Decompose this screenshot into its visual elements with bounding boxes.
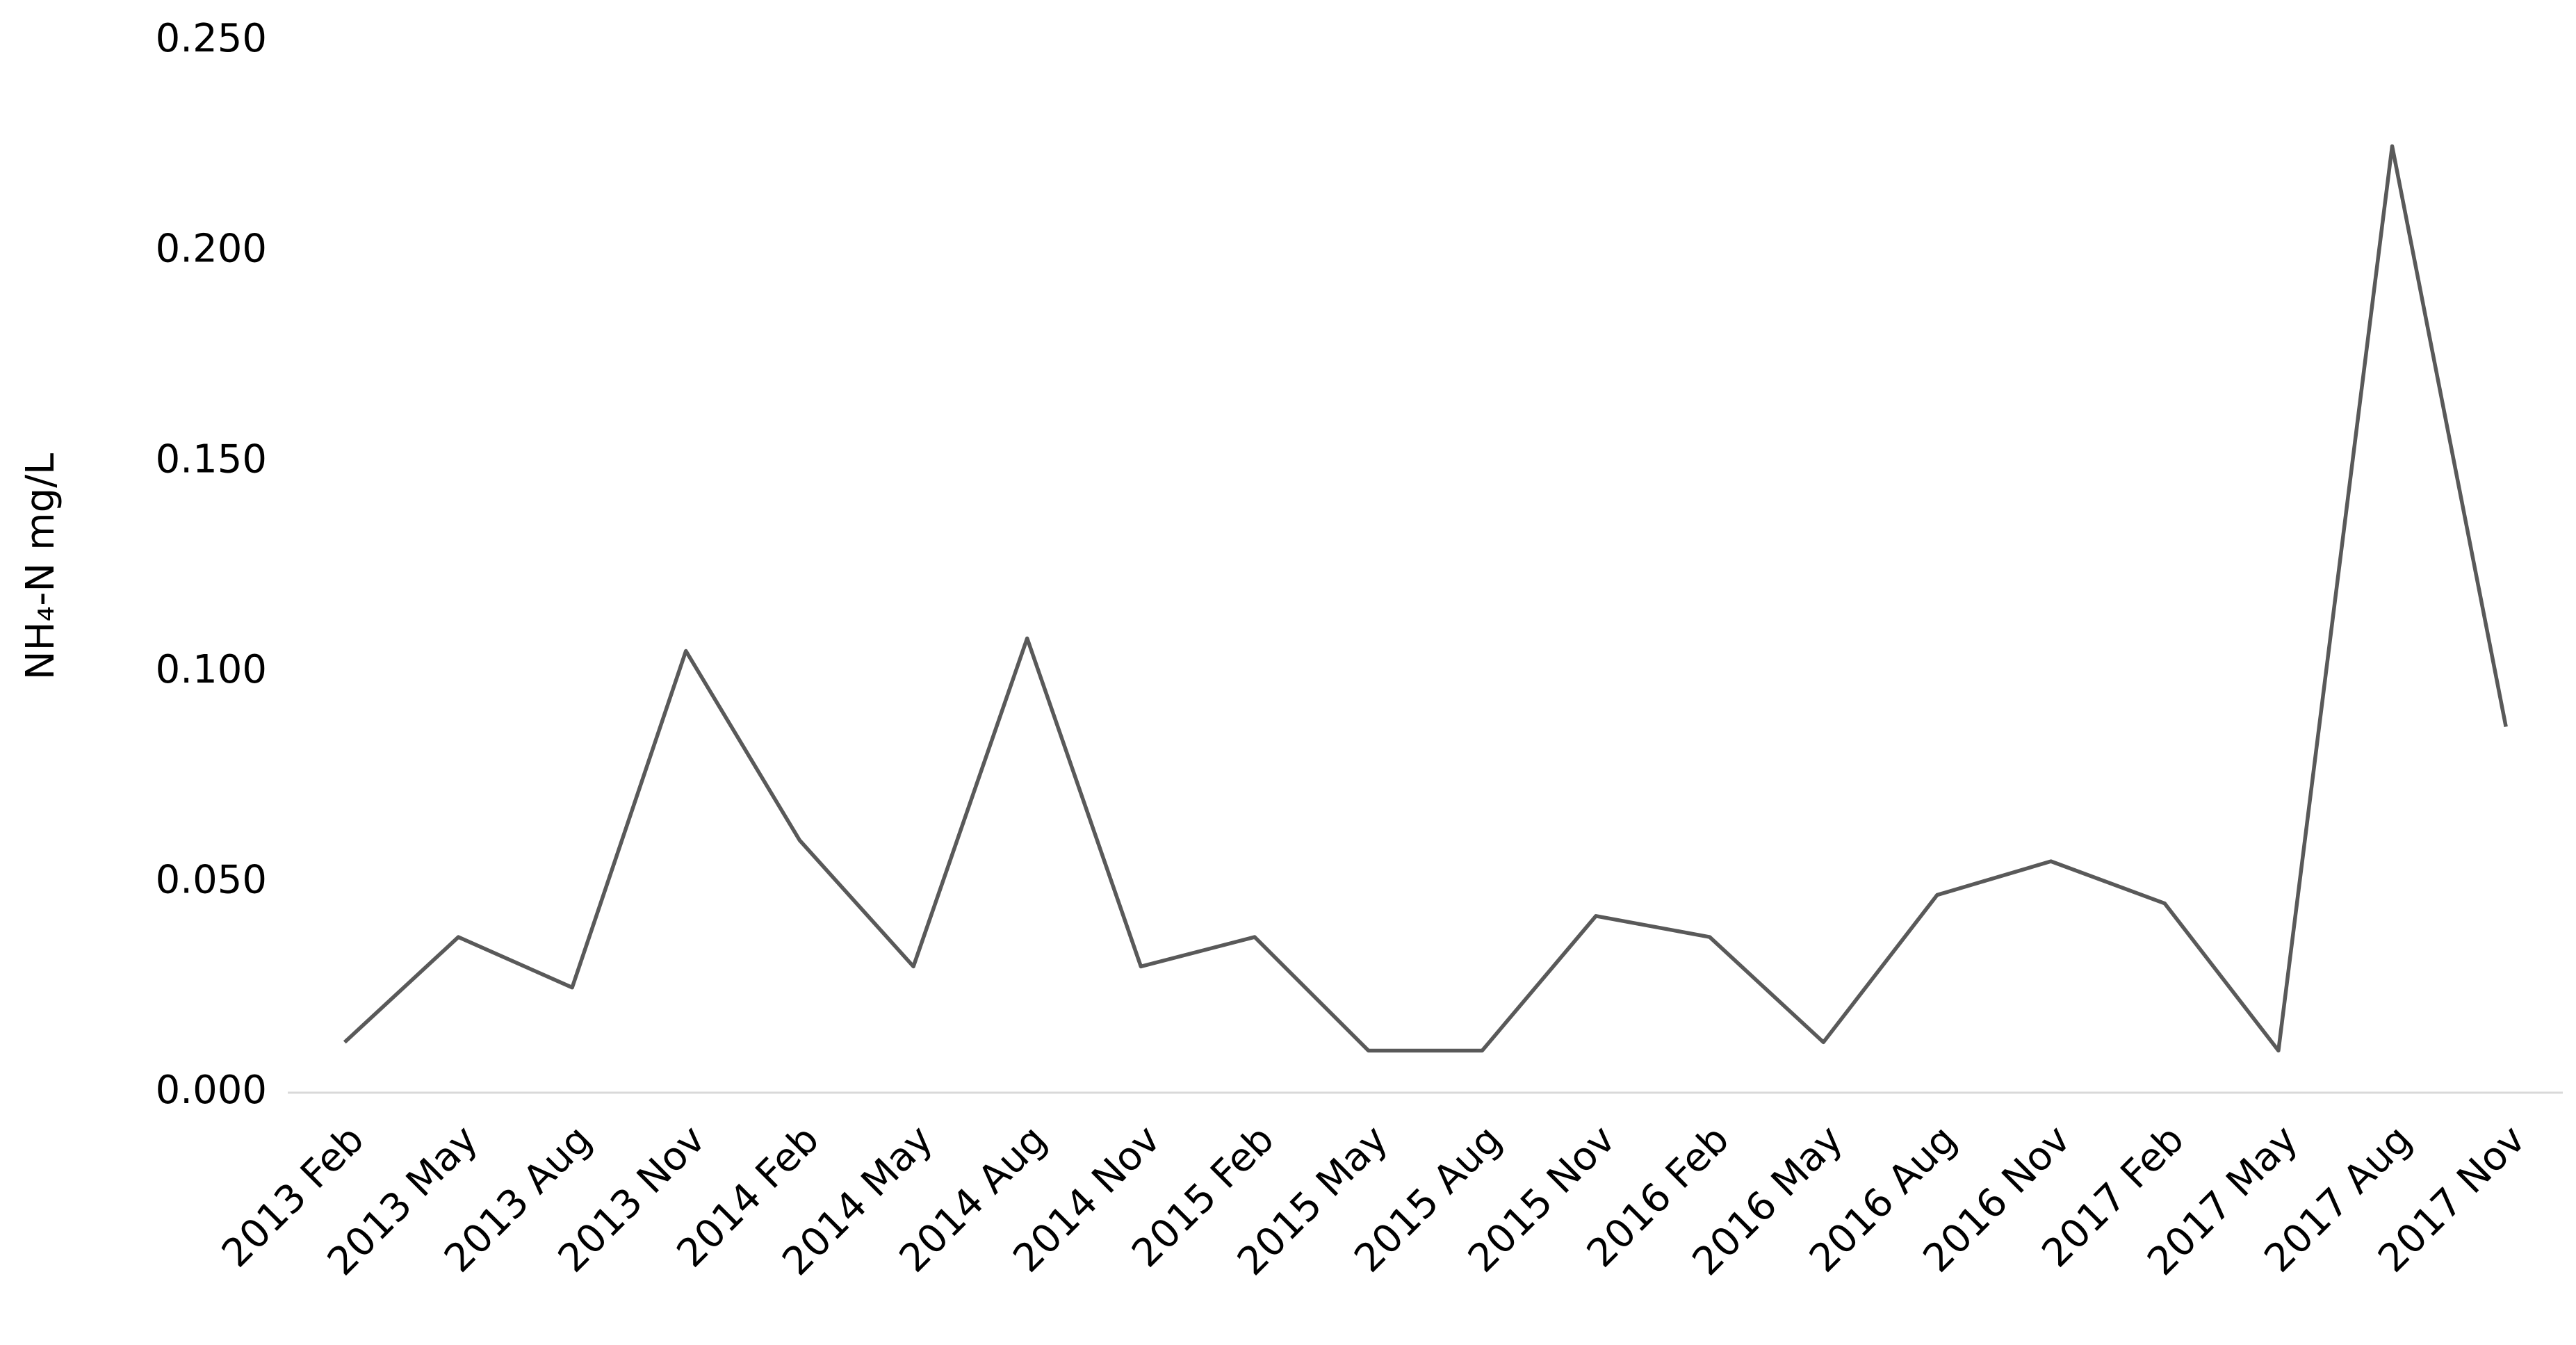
y-tick-label: 0.150 bbox=[156, 437, 267, 482]
y-tick-label: 0.250 bbox=[156, 16, 267, 61]
y-tick-label: 0.200 bbox=[156, 227, 267, 272]
data-line bbox=[343, 144, 2508, 1053]
y-tick-label: 0.050 bbox=[156, 858, 267, 903]
y-tick-label: 0.000 bbox=[156, 1068, 267, 1113]
y-axis-label: NH₄-N mg/L bbox=[18, 453, 63, 680]
y-tick-label: 0.100 bbox=[156, 647, 267, 692]
